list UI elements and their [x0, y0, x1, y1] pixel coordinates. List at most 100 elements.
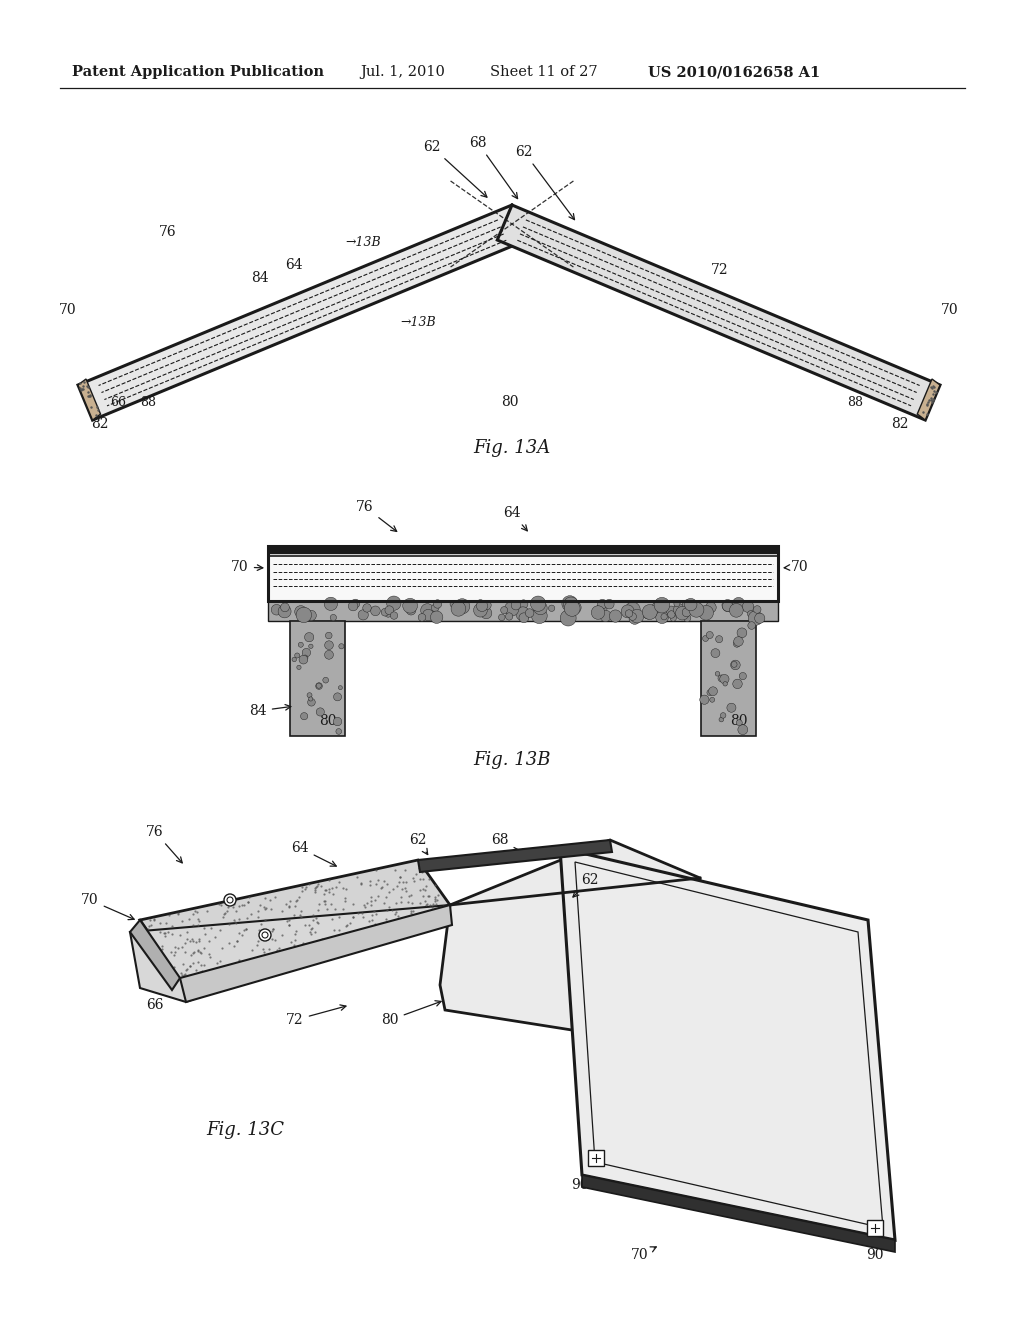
Circle shape — [477, 599, 484, 606]
Circle shape — [684, 614, 691, 622]
Circle shape — [643, 609, 653, 619]
Polygon shape — [268, 601, 778, 620]
Circle shape — [390, 612, 397, 619]
Text: 76: 76 — [159, 224, 177, 239]
Polygon shape — [78, 205, 526, 420]
Circle shape — [381, 609, 389, 616]
Circle shape — [719, 717, 724, 722]
Circle shape — [742, 601, 754, 612]
Circle shape — [325, 640, 334, 649]
Text: 64: 64 — [286, 257, 303, 272]
Circle shape — [564, 601, 580, 616]
Circle shape — [609, 610, 622, 622]
Circle shape — [302, 648, 310, 657]
Circle shape — [727, 704, 736, 713]
Circle shape — [306, 610, 316, 620]
Circle shape — [716, 636, 723, 643]
Circle shape — [563, 597, 579, 612]
Circle shape — [622, 605, 634, 618]
Circle shape — [519, 612, 528, 623]
Circle shape — [297, 665, 301, 669]
Circle shape — [684, 598, 697, 611]
Circle shape — [562, 595, 578, 611]
Text: Fig. 13B: Fig. 13B — [473, 751, 551, 770]
Text: →13B: →13B — [345, 236, 381, 249]
Circle shape — [300, 713, 308, 719]
Bar — [588, 1150, 604, 1166]
Circle shape — [279, 605, 291, 618]
Circle shape — [336, 729, 342, 734]
Text: 62: 62 — [423, 140, 487, 197]
Circle shape — [731, 661, 737, 668]
Circle shape — [720, 713, 726, 718]
Circle shape — [339, 644, 344, 649]
Polygon shape — [582, 1175, 895, 1251]
Circle shape — [755, 614, 765, 623]
Circle shape — [531, 609, 547, 623]
Circle shape — [371, 606, 380, 615]
Circle shape — [387, 597, 401, 610]
Circle shape — [604, 599, 614, 609]
Circle shape — [730, 660, 740, 669]
Circle shape — [451, 602, 466, 616]
Circle shape — [733, 640, 740, 647]
Text: 70: 70 — [631, 1247, 656, 1262]
Circle shape — [596, 603, 607, 614]
Circle shape — [549, 605, 555, 611]
Text: 64: 64 — [291, 841, 336, 866]
Circle shape — [315, 682, 323, 689]
Circle shape — [418, 614, 426, 622]
Circle shape — [334, 693, 342, 701]
Circle shape — [333, 717, 342, 726]
Circle shape — [629, 612, 640, 624]
Text: 80: 80 — [319, 714, 337, 729]
Text: 90: 90 — [866, 1247, 884, 1262]
Circle shape — [738, 725, 748, 735]
Circle shape — [748, 622, 756, 630]
Text: 70: 70 — [59, 304, 77, 317]
Circle shape — [323, 677, 329, 682]
Circle shape — [629, 612, 637, 620]
Text: 62: 62 — [573, 873, 599, 898]
Circle shape — [459, 599, 468, 609]
Circle shape — [299, 655, 308, 664]
Circle shape — [707, 631, 714, 639]
Circle shape — [499, 614, 505, 620]
Text: 80: 80 — [381, 1001, 441, 1027]
Circle shape — [733, 680, 742, 689]
Circle shape — [530, 597, 546, 611]
Circle shape — [655, 611, 669, 623]
Circle shape — [626, 610, 633, 618]
Circle shape — [689, 602, 703, 618]
Circle shape — [295, 653, 300, 657]
Text: 80: 80 — [502, 395, 519, 409]
Text: 88: 88 — [140, 396, 156, 409]
Text: 70: 70 — [231, 560, 263, 574]
Text: 70: 70 — [941, 304, 958, 317]
Polygon shape — [268, 546, 778, 553]
Circle shape — [325, 651, 334, 659]
Circle shape — [737, 628, 746, 638]
Circle shape — [631, 610, 644, 623]
Polygon shape — [180, 906, 452, 1002]
Text: 82: 82 — [891, 417, 908, 432]
Circle shape — [476, 601, 487, 611]
Circle shape — [385, 606, 393, 615]
Circle shape — [307, 693, 312, 698]
Circle shape — [505, 602, 519, 616]
Circle shape — [451, 601, 458, 607]
Text: 82: 82 — [91, 417, 109, 432]
Polygon shape — [560, 847, 895, 1239]
Circle shape — [598, 599, 607, 609]
Circle shape — [271, 605, 282, 615]
Circle shape — [407, 606, 416, 615]
Text: 72: 72 — [286, 1005, 346, 1027]
Circle shape — [568, 601, 582, 614]
Circle shape — [676, 606, 689, 620]
Circle shape — [674, 601, 680, 607]
Circle shape — [525, 609, 534, 618]
Circle shape — [330, 614, 337, 620]
Circle shape — [654, 598, 670, 612]
Circle shape — [718, 675, 725, 682]
Circle shape — [302, 655, 308, 660]
